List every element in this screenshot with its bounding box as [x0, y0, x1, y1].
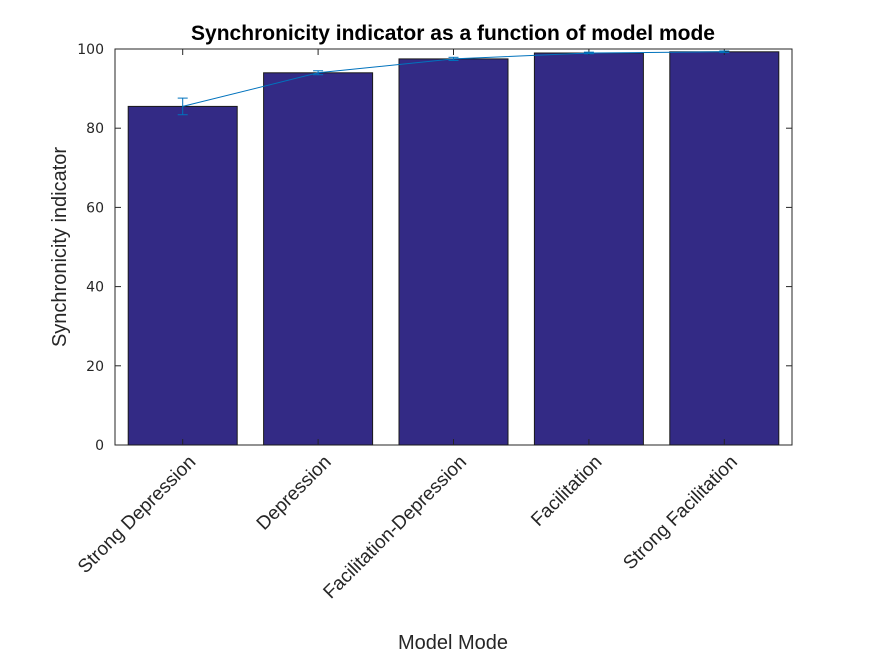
x-axis-label: Model Mode	[398, 632, 508, 654]
y-ticks-group: 0 20 40 60 80 100	[77, 42, 792, 454]
y-tick-label-5: 100	[77, 42, 104, 58]
bar-2	[398, 58, 509, 446]
bar-1	[263, 72, 374, 446]
y-axis-label: Synchronicity indicator	[49, 147, 71, 347]
bar-0	[127, 105, 238, 446]
bars-group	[127, 51, 780, 446]
bar-3	[533, 52, 644, 446]
y-tick-label-4: 80	[86, 121, 104, 137]
y-tick-label-1: 20	[86, 359, 104, 375]
series-line-group	[177, 50, 730, 116]
chart-title: Synchronicity indicator as a function of…	[191, 22, 715, 45]
y-tick-label-3: 60	[86, 200, 104, 216]
bar-4	[669, 51, 780, 446]
y-tick-label-0: 0	[95, 438, 104, 454]
y-tick-label-2: 40	[86, 280, 104, 296]
